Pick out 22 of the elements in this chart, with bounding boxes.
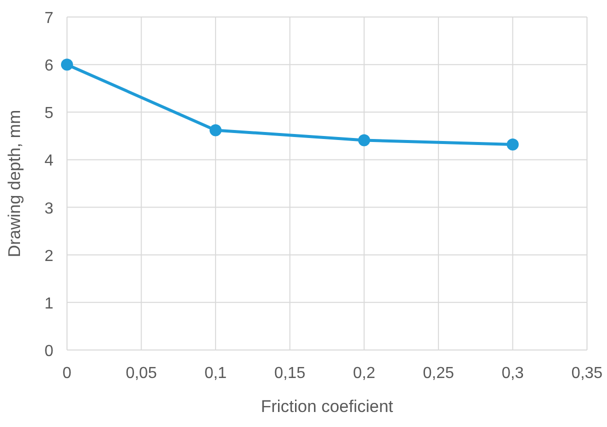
point bbox=[506, 138, 519, 150]
point bbox=[210, 124, 222, 136]
x-tick-label: 0,3 bbox=[502, 365, 524, 382]
y-tick-label: 5 bbox=[44, 105, 54, 122]
y-tick-label: 6 bbox=[44, 58, 54, 75]
point bbox=[358, 134, 370, 146]
y-tick-label: 1 bbox=[44, 295, 54, 312]
y-tick-label: 0 bbox=[44, 343, 54, 360]
y-axis-title: Drawing depth, mm bbox=[5, 110, 24, 258]
y-tick-label: 3 bbox=[44, 200, 54, 218]
x-tick-label: 0,15 bbox=[274, 365, 306, 382]
x-tick-label: 0,2 bbox=[353, 365, 376, 382]
y-tick-label: 7 bbox=[44, 10, 54, 27]
point bbox=[61, 58, 73, 71]
y-tick-label: 2 bbox=[44, 248, 54, 265]
x-tick-label: 0,05 bbox=[126, 365, 157, 382]
x-axis-title: Friction coeficient bbox=[260, 397, 394, 416]
x-tick-label: 0,25 bbox=[422, 365, 454, 382]
y-tick-label: 4 bbox=[44, 152, 54, 170]
x-tick-label: 0 bbox=[62, 365, 72, 382]
x-tick-label: 0,35 bbox=[571, 365, 603, 382]
x-tick-label: 0,1 bbox=[204, 365, 227, 382]
